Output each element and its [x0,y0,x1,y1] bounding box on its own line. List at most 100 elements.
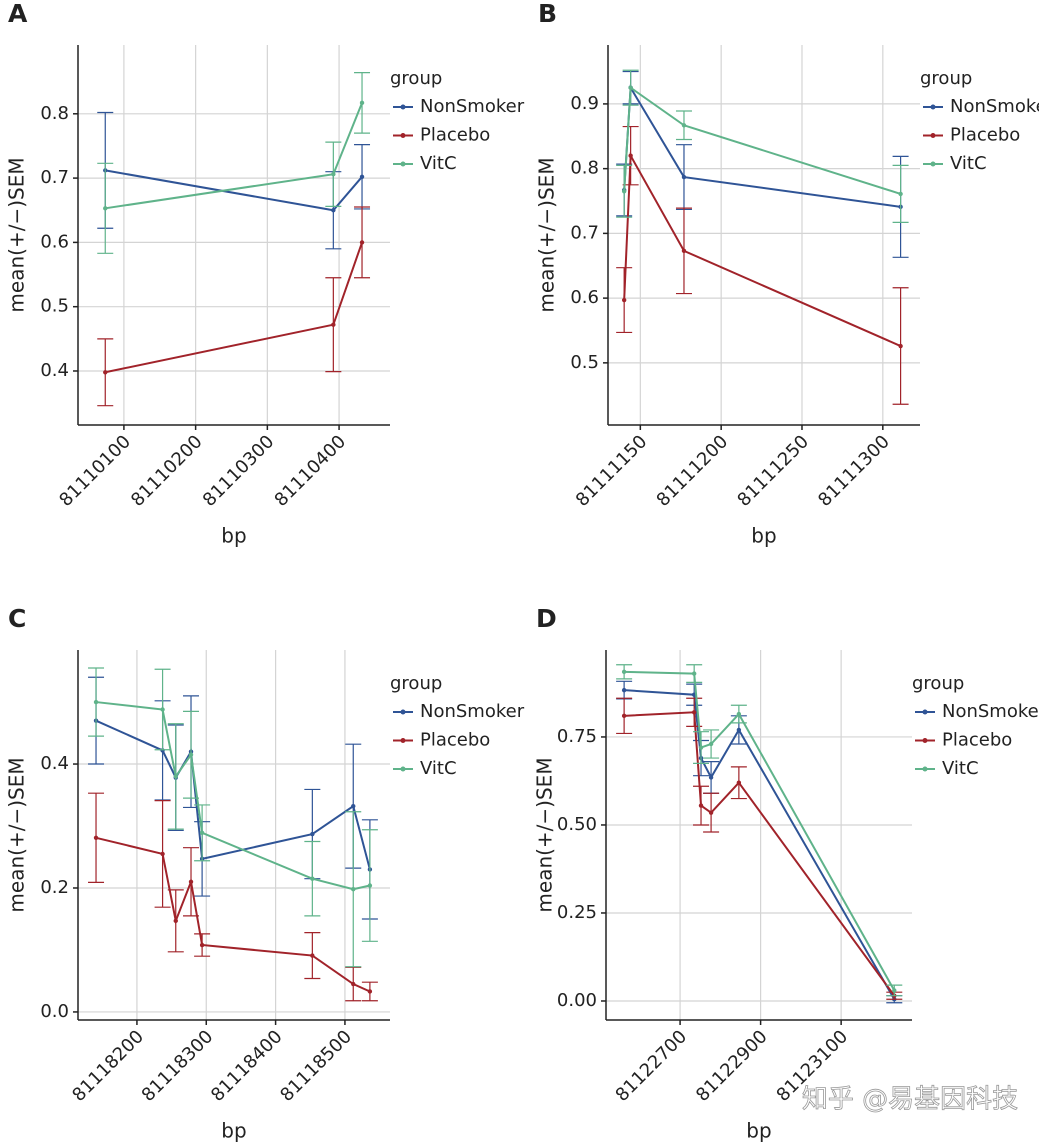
data-point [691,671,697,676]
data-point [103,370,108,375]
data-point [351,803,356,809]
legend-label: NonSmoker [420,701,525,722]
y-tick-label: 0.75 [557,726,597,747]
legend-title: group [920,68,972,89]
x-tick-label: 81110400 [271,431,351,511]
y-tick-label: 0.2 [40,877,69,898]
x-axis-label: bp [221,524,246,548]
data-point [708,775,714,780]
series-line [105,242,363,374]
data-point [698,803,704,808]
y-tick-label: 0.6 [570,287,599,308]
data-point [310,831,315,837]
series-line [623,84,901,208]
data-point [621,687,627,693]
y-axis-label: mean(+/−)SEM [533,757,557,912]
x-tick-label: 81122700 [612,1026,692,1106]
y-tick-label: 0.50 [557,814,597,835]
panel-label: A [8,0,28,28]
y-tick-label: 0.0 [40,1001,69,1022]
y-tick-label: 0.5 [570,352,599,373]
legend-label: Placebo [950,125,1020,146]
y-tick-label: 0.00 [557,990,597,1011]
panel-label: D [536,604,557,633]
series-line [624,670,896,991]
series-line [95,701,371,891]
legend-key-point [400,766,406,772]
data-point [173,774,178,779]
data-point [698,745,704,750]
legend-label: Placebo [942,730,1012,751]
y-tick-label: 0.8 [40,103,69,124]
x-tick-label: 81111250 [733,431,813,511]
x-tick-label: 81110300 [199,431,279,511]
series-line [623,152,902,347]
data-point [310,876,315,881]
data-point [736,711,742,717]
data-point [367,883,373,888]
data-point [160,851,165,857]
y-tick-label: 0.7 [570,222,599,243]
x-tick-label: 81118500 [276,1026,356,1106]
y-axis-label: mean(+/−)SEM [5,157,29,312]
series-line [623,85,901,195]
data-point [359,100,365,106]
data-point [351,981,356,987]
y-tick-label: 0.6 [40,231,69,252]
legend-label: VitC [950,153,987,174]
legend-key-point [922,738,928,743]
data-point [173,918,178,924]
legend-title: group [390,673,442,694]
series-line [624,689,896,1000]
data-point [331,322,336,327]
data-point [93,835,99,840]
data-point [160,707,165,712]
legend-key-point [400,709,406,715]
legend-key-point [400,161,406,167]
legend-label: NonSmoker [942,701,1039,722]
y-tick-label: 0.9 [570,93,599,114]
legend-title: group [390,68,442,89]
data-point [708,810,714,815]
data-point [351,887,356,892]
data-point [199,830,205,836]
data-point [736,780,742,785]
data-point [621,669,627,675]
data-point [621,297,627,303]
legend-label: VitC [420,153,457,174]
legend-label: VitC [942,758,979,779]
x-tick-label: 81122900 [692,1026,772,1106]
legend-label: NonSmoker [420,96,525,117]
data-point [681,174,687,180]
y-tick-label: 0.8 [570,158,599,179]
data-point [736,727,742,733]
legend-key-point [400,104,406,110]
y-axis-label: mean(+/−)SEM [535,157,559,312]
data-point [103,206,108,211]
data-point [628,153,633,158]
data-point [691,710,697,715]
data-point [681,248,687,254]
x-tick-label: 81111150 [572,431,652,511]
x-axis-label: bp [746,1119,771,1143]
legend-label: VitC [420,758,457,779]
y-tick-label: 0.7 [40,167,69,188]
data-point [331,208,336,213]
data-point [331,172,336,177]
x-tick-label: 81111200 [653,431,733,511]
data-point [199,942,205,948]
data-point [621,713,627,719]
x-tick-label: 81118200 [68,1026,148,1106]
y-tick-label: 0.4 [40,753,69,774]
y-tick-label: 0.25 [557,902,597,923]
legend-key-point [930,133,936,138]
data-point [898,191,903,197]
y-tick-label: 0.5 [40,296,69,317]
data-point [628,85,633,90]
data-point [310,953,315,958]
x-tick-label: 81111300 [814,431,894,511]
legend-label: NonSmoker [950,96,1039,117]
legend-key-point [400,133,406,138]
x-tick-label: 81110200 [127,431,207,511]
